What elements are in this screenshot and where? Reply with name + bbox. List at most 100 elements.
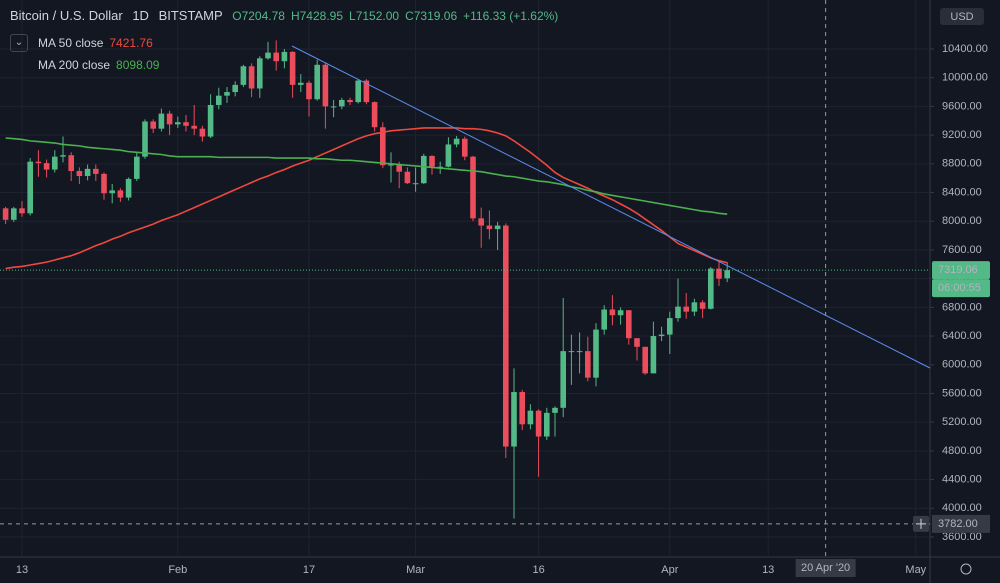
candle-body (617, 310, 624, 316)
candle-body (273, 52, 279, 62)
candle-body (232, 84, 238, 93)
candle-body (306, 82, 312, 100)
candle-body (371, 102, 378, 128)
settings-icon[interactable] (960, 563, 972, 575)
candle-body (109, 190, 115, 194)
candle-body (445, 144, 452, 167)
candle-body (257, 58, 263, 89)
candle-body (224, 92, 230, 96)
candle-body (322, 64, 329, 107)
y-tick-label: 9600.00 (942, 100, 982, 112)
candle-body (150, 121, 156, 129)
candle-body (626, 310, 632, 339)
candle-body (281, 51, 288, 62)
crosshair-y-badge (932, 514, 990, 533)
candle-body (339, 99, 345, 107)
candle-body (314, 64, 320, 100)
interval: 1D (132, 8, 149, 23)
candle-body (421, 155, 427, 184)
x-tick-label: 20 Apr '20 (801, 562, 850, 574)
candle-body (404, 171, 411, 184)
candle-body (207, 104, 214, 137)
candle-body (667, 318, 673, 335)
candle-body (503, 225, 509, 447)
candle-body (363, 80, 370, 103)
y-tick-label: 4000.00 (942, 502, 982, 514)
countdown-badge (932, 279, 990, 298)
y-tick-label: 8400.00 (942, 186, 982, 198)
candle-body (93, 168, 99, 174)
plot (0, 40, 930, 519)
axes: 3600.00 4000.00 4400.00 4800.00 5200.00 5600.… (16, 43, 990, 577)
x-tick-label: Mar (406, 564, 425, 576)
candle-body (576, 351, 583, 353)
y-tick-label: 9200.00 (942, 129, 982, 141)
trend-line[interactable] (291, 45, 931, 369)
candle-body (248, 66, 255, 89)
candle-body (298, 82, 304, 85)
y-tick-label: 5200.00 (942, 416, 982, 428)
candle-body (84, 168, 91, 177)
candle-body (19, 208, 25, 214)
candle-body (60, 155, 66, 157)
candle-body (134, 156, 140, 179)
candle-body (347, 99, 353, 103)
x-tick-label: Feb (168, 564, 187, 576)
candle-body (535, 410, 542, 437)
ohlc-close: C7319.06 (405, 9, 458, 23)
y-tick-label: 3600.00 (942, 531, 982, 543)
candle-body (708, 268, 714, 309)
change: +116.33 (+1.62%) (463, 9, 559, 23)
candle-body (462, 138, 468, 157)
y-tick-label: 10000.00 (942, 72, 988, 84)
y-tick-label: 7600.00 (942, 244, 982, 256)
candle-body (437, 166, 443, 168)
candle-body (265, 52, 271, 59)
candle-body (585, 351, 591, 378)
legend-row: MA 200 close 8098.09 (38, 58, 159, 72)
candle-body (544, 412, 550, 437)
candle-body (724, 270, 730, 279)
candle-body (470, 156, 476, 219)
candle-body (199, 128, 206, 137)
candle-body (691, 302, 698, 312)
candle-body (158, 113, 165, 129)
moving-average-line (5, 127, 728, 270)
grid (0, 0, 930, 557)
candle-body (494, 225, 501, 230)
candle-body (716, 268, 722, 279)
candle-body (658, 334, 665, 337)
legend-label: MA 200 close (38, 58, 111, 72)
candle-body (142, 121, 148, 157)
candle-body (117, 190, 124, 198)
plus-icon (916, 518, 926, 529)
candle-body (388, 164, 394, 166)
legend-row: ⌄ MA 50 close 7421.76 (10, 34, 153, 52)
candle-body (380, 127, 386, 166)
collapse-button[interactable]: ⌄ (10, 34, 28, 52)
currency: USD (950, 11, 973, 23)
candle-body (240, 66, 247, 85)
candle-body (2, 208, 9, 220)
candle-body (68, 155, 74, 172)
candle-body (191, 125, 197, 129)
candle-body (355, 80, 361, 103)
candle-body (396, 164, 402, 172)
moving-average-line (5, 137, 728, 215)
candle-body (52, 156, 58, 170)
y-tick-label: 6000.00 (942, 359, 982, 371)
candle-body (35, 161, 42, 164)
candle-body (650, 336, 657, 374)
candle-body (101, 173, 107, 194)
x-tick-label: 17 (303, 564, 315, 576)
candle-body (683, 306, 689, 312)
candle-body (527, 410, 534, 425)
candle-body (511, 392, 517, 447)
currency-badge[interactable] (940, 8, 984, 25)
candle-body (289, 51, 296, 85)
x-tick-label: May (905, 564, 926, 576)
candle-body (330, 106, 337, 108)
countdown: 06:00:55 (938, 282, 981, 294)
x-tick-label: 13 (762, 564, 774, 576)
